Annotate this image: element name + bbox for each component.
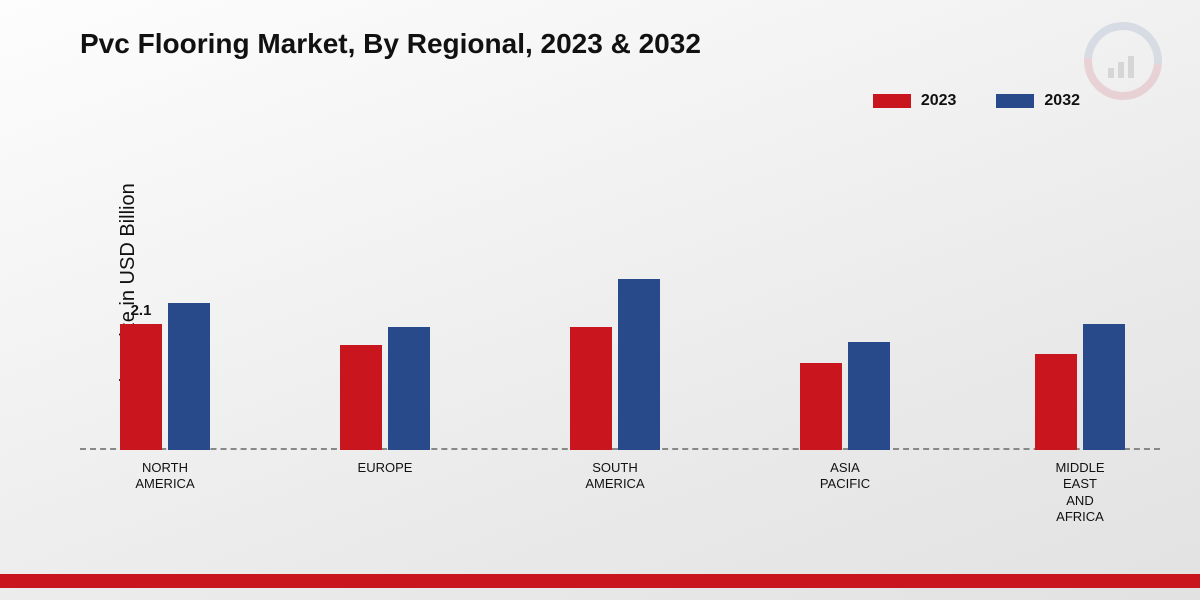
- legend-label-2032: 2032: [1044, 92, 1080, 110]
- bar: 2.1: [120, 324, 162, 450]
- category-label: SOUTH AMERICA: [585, 460, 644, 493]
- bar: [848, 342, 890, 450]
- legend: 2023 2032: [873, 92, 1080, 110]
- bar-group: SOUTH AMERICA: [570, 279, 660, 450]
- bar-group: 2.1NORTH AMERICA: [120, 303, 210, 450]
- bar: [570, 327, 612, 450]
- bar-value-label: 2.1: [131, 302, 152, 319]
- legend-item-2023: 2023: [873, 92, 957, 110]
- bar: [388, 327, 430, 450]
- legend-label-2023: 2023: [921, 92, 957, 110]
- bar-group: ASIA PACIFIC: [800, 342, 890, 450]
- bar-group: MIDDLE EAST AND AFRICA: [1035, 324, 1125, 450]
- category-label: EUROPE: [358, 460, 413, 476]
- chart-title: Pvc Flooring Market, By Regional, 2023 &…: [80, 28, 701, 60]
- category-label: ASIA PACIFIC: [820, 460, 870, 493]
- legend-swatch-2023: [873, 94, 911, 108]
- bar: [618, 279, 660, 450]
- bar: [1035, 354, 1077, 450]
- legend-item-2032: 2032: [996, 92, 1080, 110]
- footer-accent-bar: [0, 574, 1200, 588]
- bar: [800, 363, 842, 450]
- plot-area: 2.1NORTH AMERICA EUROPE SOUTH AMERICA ASIA …: [80, 120, 1160, 450]
- category-label: MIDDLE EAST AND AFRICA: [1055, 460, 1104, 525]
- watermark-logo: [1084, 22, 1162, 100]
- category-label: NORTH AMERICA: [135, 460, 194, 493]
- bar: [168, 303, 210, 450]
- bar: [340, 345, 382, 450]
- bar-group: EUROPE: [340, 327, 430, 450]
- legend-swatch-2032: [996, 94, 1034, 108]
- bar: [1083, 324, 1125, 450]
